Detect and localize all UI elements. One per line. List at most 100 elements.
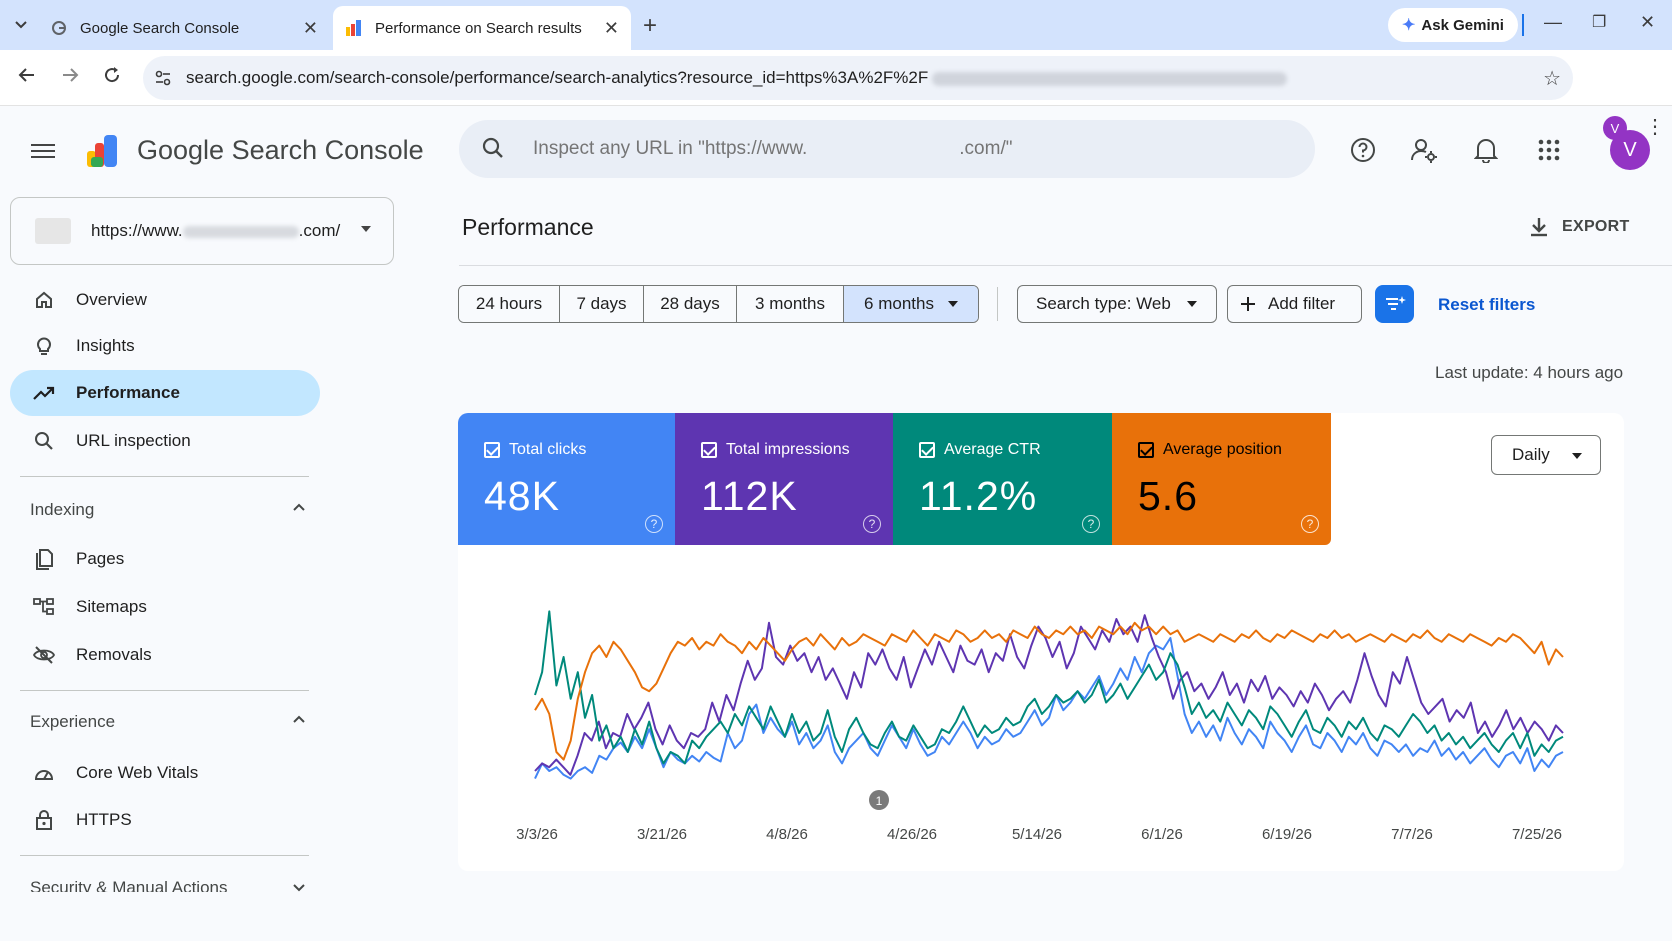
property-favicon: [35, 218, 71, 244]
search-type-label: Search type: Web: [1036, 294, 1171, 313]
range-24-hours[interactable]: 24 hours: [459, 286, 560, 322]
x-tick-label: 4/8/26: [766, 826, 808, 843]
trending-up-icon: [32, 381, 56, 405]
checkbox-checked-icon[interactable]: [484, 442, 500, 458]
forward-arrow-icon[interactable]: [61, 66, 79, 90]
checkbox-checked-icon[interactable]: [919, 442, 935, 458]
sidebar-item-performance[interactable]: Performance: [10, 370, 320, 416]
series-line-average-position: [534, 621, 1564, 761]
metric-average-ctr[interactable]: Average CTR 11.2% ?: [893, 413, 1112, 545]
apps-grid-icon[interactable]: [1535, 136, 1563, 164]
reset-filters-link[interactable]: Reset filters: [1438, 295, 1536, 314]
metric-average-position[interactable]: Average position 5.6 ?: [1112, 413, 1331, 545]
notifications-bell-icon[interactable]: [1472, 136, 1500, 164]
help-icon[interactable]: [1349, 136, 1377, 164]
x-tick-label: 3/3/26: [516, 826, 558, 843]
section-security-title[interactable]: Security & Manual Actions: [30, 878, 228, 892]
chevron-down-icon[interactable]: [292, 880, 306, 898]
ask-gemini-button[interactable]: ✦ Ask Gemini: [1388, 8, 1518, 42]
sidebar-item-sitemaps[interactable]: Sitemaps: [10, 584, 320, 630]
help-icon[interactable]: ?: [1301, 515, 1319, 533]
browser-tab-performance[interactable]: Performance on Search results ✕: [333, 6, 631, 50]
x-tick-label: 6/1/26: [1141, 826, 1183, 843]
export-button[interactable]: EXPORT: [1530, 217, 1630, 237]
search-type-dropdown[interactable]: Search type: Web: [1017, 285, 1217, 323]
x-tick-label: 4/26/26: [887, 826, 937, 843]
caret-down-icon: [1572, 453, 1582, 459]
metric-total-clicks[interactable]: Total clicks 48K ?: [458, 413, 675, 545]
filter-settings-button[interactable]: [1375, 285, 1414, 323]
range-3-months[interactable]: 3 months: [737, 286, 844, 322]
range-6-months[interactable]: 6 months: [844, 286, 978, 322]
chevron-down-icon: [361, 226, 371, 232]
x-tick-label: 7/25/26: [1512, 826, 1562, 843]
range-7-days[interactable]: 7 days: [560, 286, 644, 322]
sidebar-item-core-web-vitals[interactable]: Core Web Vitals: [10, 750, 320, 796]
url-inspect-input[interactable]: [531, 120, 1291, 178]
account-avatar[interactable]: V: [1610, 130, 1650, 170]
caret-down-icon: [1186, 301, 1197, 307]
bookmark-star-icon[interactable]: ☆: [1543, 68, 1561, 90]
sidebar-item-overview[interactable]: Overview: [10, 277, 320, 323]
search-icon: [32, 429, 56, 453]
reload-icon[interactable]: [103, 66, 121, 90]
sidebar-item-https[interactable]: HTTPS: [10, 797, 320, 843]
x-tick-label: 7/7/26: [1391, 826, 1433, 843]
url-inspect-search[interactable]: [459, 120, 1315, 178]
section-indexing-title[interactable]: Indexing: [30, 500, 95, 519]
property-url: https://www. .com/: [91, 221, 341, 240]
add-filter-button[interactable]: Add filter: [1227, 285, 1362, 323]
sidebar-item-insights[interactable]: Insights: [10, 323, 320, 369]
close-tab-icon[interactable]: ✕: [603, 18, 619, 38]
metric-value: 48K: [484, 473, 560, 519]
browser-menu-icon[interactable]: ⋮: [1645, 116, 1665, 138]
section-experience-title[interactable]: Experience: [30, 712, 116, 731]
sidebar-item-url-inspection[interactable]: URL inspection: [10, 418, 320, 464]
chevron-up-icon[interactable]: [292, 711, 306, 729]
metric-label: Average position: [1163, 441, 1282, 458]
checkbox-checked-icon[interactable]: [1138, 442, 1154, 458]
help-icon[interactable]: ?: [645, 515, 663, 533]
sidebar-divider: [20, 690, 309, 691]
help-icon[interactable]: ?: [863, 515, 881, 533]
user-settings-icon[interactable]: [1410, 136, 1438, 164]
url-text[interactable]: search.google.com/search-console/perform…: [186, 68, 1288, 88]
address-bar[interactable]: search.google.com/search-console/perform…: [143, 56, 1573, 100]
series-line-total-impressions: [534, 614, 1564, 776]
range-28-days[interactable]: 28 days: [644, 286, 737, 322]
filter-sparkle-icon: [1385, 296, 1406, 310]
date-range-group: 24 hours 7 days 28 days 3 months 6 month…: [458, 285, 979, 323]
download-icon: [1531, 218, 1547, 237]
checkbox-checked-icon[interactable]: [701, 442, 717, 458]
new-tab-icon[interactable]: +: [643, 12, 658, 39]
property-selector[interactable]: https://www. .com/: [10, 197, 394, 265]
metric-total-impressions[interactable]: Total impressions 112K ?: [675, 413, 893, 545]
help-icon[interactable]: ?: [1082, 515, 1100, 533]
sidebar-item-pages[interactable]: Pages: [10, 536, 320, 582]
chevron-up-icon[interactable]: [292, 499, 306, 517]
window-close-icon[interactable]: ✕: [1640, 12, 1656, 32]
restore-icon[interactable]: ❐: [1592, 14, 1607, 31]
close-tab-icon[interactable]: ✕: [302, 18, 318, 38]
site-settings-icon[interactable]: [153, 68, 173, 93]
sidebar-item-label: Insights: [76, 336, 135, 355]
redacted-url-part: [932, 71, 1288, 86]
search-console-logo: [85, 133, 121, 169]
sidebar-item-removals[interactable]: Removals: [10, 632, 320, 678]
metric-value: 5.6: [1138, 473, 1198, 519]
main-menu-icon[interactable]: [31, 140, 55, 160]
gauge-icon: [32, 761, 56, 785]
browser-tab-search-console[interactable]: Google Search Console ✕: [40, 6, 330, 50]
tab-search-chevron-icon[interactable]: [10, 14, 32, 36]
minimize-icon[interactable]: —: [1544, 12, 1562, 32]
annotation-marker[interactable]: 1: [869, 790, 889, 810]
removals-icon: [32, 643, 56, 667]
granularity-dropdown[interactable]: Daily: [1491, 435, 1601, 475]
tab-title: Performance on Search results: [375, 19, 582, 37]
metric-value: 112K: [701, 473, 798, 519]
metric-label: Total clicks: [509, 441, 587, 458]
sidebar-item-label: Core Web Vitals: [76, 763, 199, 782]
sitemap-icon: [32, 595, 56, 619]
gemini-sparkle-icon: ✦: [1402, 17, 1416, 34]
back-arrow-icon[interactable]: [18, 66, 36, 90]
